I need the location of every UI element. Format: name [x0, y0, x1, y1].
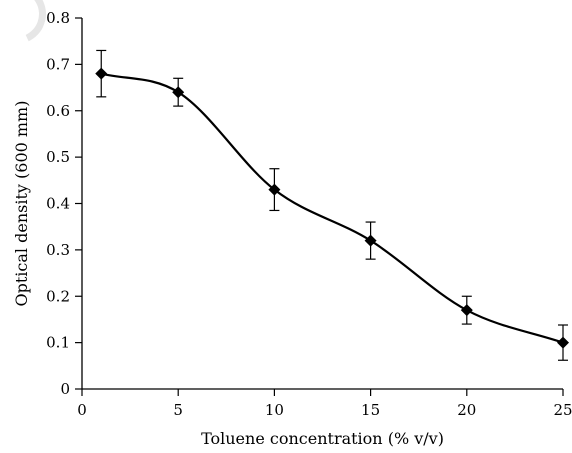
ticks: 0 0.1 0.2 0.3 0.4 0.5 0.6 0.7 0.8 0 5 10 15 20 25 [46, 9, 572, 419]
y-tick-label: 0.5 [46, 148, 70, 166]
x-tick-label: 25 [553, 401, 572, 419]
data-point-marker [172, 86, 185, 99]
y-tick-label: 0.7 [46, 55, 70, 73]
series-line [100, 72, 564, 344]
data-point-marker [557, 336, 569, 349]
x-axis-label: Toluene concentration (% v/v) [201, 429, 444, 448]
y-tick-label: 0.4 [46, 195, 70, 213]
series [95, 49, 569, 361]
x-tick-label: 15 [361, 401, 380, 419]
x-tick-label: 10 [265, 401, 284, 419]
data-point-marker [268, 183, 281, 196]
y-axis-label: Optical density (600 mm) [12, 101, 31, 307]
y-tick-label: 0.8 [46, 9, 70, 27]
y-tick-label: 0.3 [46, 241, 70, 259]
x-tick-label: 0 [77, 401, 87, 419]
axes [81, 18, 563, 390]
x-tick-label: 20 [457, 401, 476, 419]
y-tick-label: 0.6 [46, 102, 70, 120]
y-tick-label: 0 [60, 380, 70, 398]
data-point-marker [364, 234, 377, 247]
x-tick-label: 5 [173, 401, 183, 419]
data-point-marker [460, 304, 473, 317]
data-point-marker [95, 67, 108, 80]
y-tick-label: 0.1 [46, 334, 70, 352]
y-tick-label: 0.2 [46, 287, 70, 305]
